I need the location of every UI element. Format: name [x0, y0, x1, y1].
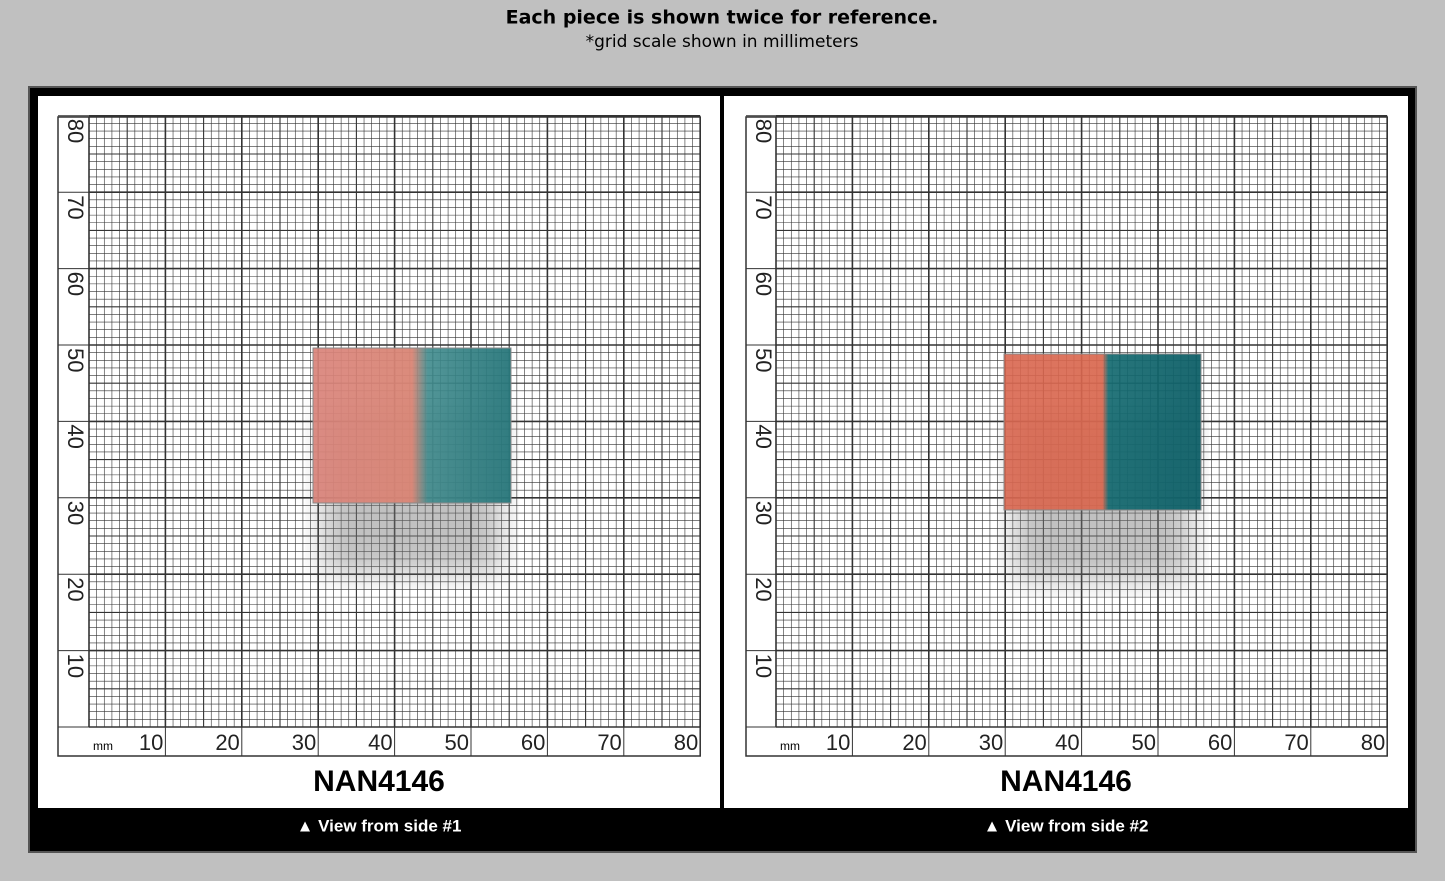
y-label: 70	[63, 195, 88, 219]
y-label: 30	[63, 501, 88, 525]
y-label: 60	[751, 272, 776, 296]
panels: 10 20 30 40 50 60 70 80 mm 10 20 30 40 50 60 70 80 NAN414…	[57, 115, 1388, 835]
unit-label: mm	[93, 739, 113, 753]
product-name: NAN4146	[313, 765, 445, 798]
caption: ▲ View from side #1	[297, 816, 462, 835]
piece	[1003, 353, 1202, 511]
x-label: 40	[368, 730, 392, 755]
x-label: 70	[597, 730, 621, 755]
product-name: NAN4146	[1000, 765, 1132, 798]
y-label: 10	[751, 654, 776, 678]
panel: 10 20 30 40 50 60 70 80 mm 10 20 30 40 50 60 70 80 NAN414…	[745, 115, 1388, 835]
y-label: 50	[751, 348, 776, 372]
y-label: 30	[751, 501, 776, 525]
x-label: 10	[139, 730, 163, 755]
y-label: 40	[751, 424, 776, 448]
x-label: 30	[979, 730, 1003, 755]
x-label: 60	[521, 730, 545, 755]
x-label: 10	[826, 730, 850, 755]
subtitle: *grid scale shown in millimeters	[586, 32, 859, 52]
x-label: 80	[674, 730, 698, 755]
y-label: 20	[63, 577, 88, 601]
x-label: 50	[445, 730, 469, 755]
y-label: 40	[63, 424, 88, 448]
piece	[312, 347, 512, 504]
x-label: 30	[292, 730, 316, 755]
x-label: 50	[1132, 730, 1156, 755]
x-label: 60	[1208, 730, 1232, 755]
x-label: 80	[1361, 730, 1385, 755]
y-label: 20	[751, 577, 776, 601]
y-label: 60	[63, 272, 88, 296]
title: Each piece is shown twice for reference.	[506, 7, 939, 29]
panel: 10 20 30 40 50 60 70 80 mm 10 20 30 40 50 60 70 80 NAN414…	[57, 115, 702, 835]
y-label: 80	[751, 119, 776, 143]
y-label: 50	[63, 348, 88, 372]
y-label: 70	[751, 195, 776, 219]
x-label: 70	[1284, 730, 1308, 755]
y-label: 10	[63, 654, 88, 678]
y-label: 80	[63, 119, 88, 143]
x-label: 20	[215, 730, 239, 755]
x-label: 20	[902, 730, 926, 755]
caption: ▲ View from side #2	[984, 816, 1149, 835]
x-label: 40	[1055, 730, 1079, 755]
unit-label: mm	[780, 739, 800, 753]
